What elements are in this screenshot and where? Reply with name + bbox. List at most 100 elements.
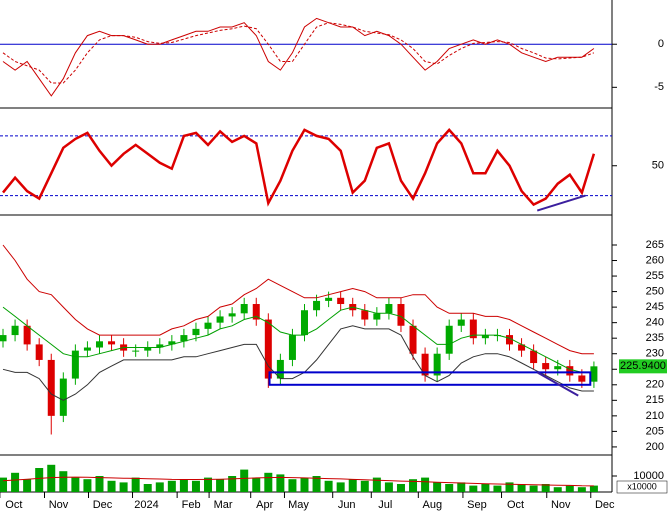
annotation-line bbox=[536, 371, 579, 397]
volume-bar bbox=[288, 479, 297, 492]
volume-bar bbox=[264, 472, 273, 492]
x-tick-label: Aug bbox=[423, 499, 443, 511]
candle-body bbox=[337, 297, 345, 305]
candle-body bbox=[313, 300, 321, 311]
candle-body bbox=[385, 304, 393, 314]
candle-body bbox=[288, 335, 296, 360]
candle-body bbox=[457, 319, 465, 326]
candle-body bbox=[566, 366, 574, 376]
series-line bbox=[2, 17, 595, 97]
volume-bar bbox=[553, 487, 562, 492]
volume-bar bbox=[336, 482, 345, 492]
annotation-rect bbox=[268, 371, 592, 386]
volume-bar bbox=[191, 480, 200, 492]
candle-body bbox=[228, 313, 236, 317]
series-line bbox=[2, 476, 594, 487]
volume-bar bbox=[589, 485, 598, 492]
volume-bar bbox=[445, 484, 454, 492]
y-tick-label: 250 bbox=[646, 285, 664, 297]
x-tick-label: Nov bbox=[551, 499, 571, 511]
volume-bar bbox=[204, 477, 213, 492]
candle-body bbox=[530, 350, 538, 364]
y-tick-label: 50 bbox=[652, 160, 664, 172]
last-price-label: 225.9400 bbox=[620, 360, 666, 372]
volume-bar bbox=[469, 485, 478, 492]
x-tick-label: Feb bbox=[182, 499, 201, 511]
y-tick-label: 230 bbox=[646, 348, 664, 360]
x-tick-label: Mar bbox=[214, 499, 233, 511]
y-tick-label: 10000 bbox=[633, 470, 664, 482]
candle-body bbox=[95, 341, 103, 348]
candle-body bbox=[23, 325, 31, 345]
volume-bar bbox=[83, 479, 92, 492]
candle-body bbox=[300, 310, 308, 336]
x-tick-label: Oct bbox=[5, 499, 22, 511]
candle-body bbox=[144, 347, 152, 351]
unit-box bbox=[616, 480, 668, 494]
candle-body bbox=[542, 363, 550, 370]
candle-body bbox=[397, 304, 405, 326]
candle-body bbox=[264, 319, 272, 379]
x-tick-label: Nov bbox=[49, 499, 69, 511]
series-line bbox=[2, 306, 594, 373]
x-tick-label: Sep bbox=[467, 499, 487, 511]
volume-bar bbox=[348, 479, 357, 492]
candle-body bbox=[590, 366, 598, 382]
candle-body bbox=[0, 335, 7, 342]
candle-body bbox=[240, 304, 248, 314]
volume-bar bbox=[59, 471, 68, 492]
volume-bar bbox=[252, 477, 261, 492]
volume-bar bbox=[457, 482, 466, 492]
volume-bar bbox=[179, 479, 188, 492]
volume-bar bbox=[396, 484, 405, 492]
volume-bar bbox=[131, 477, 140, 492]
y-tick-label: 200 bbox=[646, 441, 664, 453]
volume-bar bbox=[276, 474, 285, 492]
volume-bar bbox=[312, 476, 321, 492]
candle-body bbox=[204, 322, 212, 329]
volume-bar bbox=[47, 464, 56, 492]
candle-body bbox=[180, 335, 188, 342]
x-tick-label: May bbox=[288, 499, 309, 511]
x-tick-label: Dec bbox=[595, 499, 615, 511]
volume-bar bbox=[300, 477, 309, 492]
volume-bar bbox=[155, 482, 164, 492]
y-tick-label: 265 bbox=[646, 239, 664, 251]
candle-body bbox=[325, 297, 333, 301]
candle-body bbox=[35, 344, 43, 360]
series-line bbox=[2, 22, 595, 84]
candle-body bbox=[505, 335, 513, 345]
volume-bar bbox=[517, 484, 526, 492]
volume-bar bbox=[95, 476, 104, 492]
candle-body bbox=[276, 359, 284, 379]
series-line bbox=[2, 325, 594, 401]
y-tick-label: 205 bbox=[646, 425, 664, 437]
volume-bar bbox=[529, 485, 538, 492]
volume-bar bbox=[35, 468, 44, 492]
volume-bar bbox=[360, 480, 369, 492]
volume-bar bbox=[493, 485, 502, 492]
volume-bar bbox=[167, 480, 176, 492]
x-tick-label: 2024 bbox=[134, 499, 158, 511]
candle-body bbox=[481, 335, 489, 339]
volume-bar bbox=[119, 482, 128, 492]
x-tick-label: Apr bbox=[256, 499, 273, 511]
volume-bar bbox=[384, 482, 393, 492]
x-tick-label: Oct bbox=[507, 499, 524, 511]
last-price-box bbox=[619, 359, 667, 374]
candle-body bbox=[108, 341, 116, 345]
candle-body bbox=[11, 325, 19, 336]
volume-bar bbox=[11, 472, 20, 492]
y-tick-label: 215 bbox=[646, 394, 664, 406]
candle-body bbox=[578, 375, 586, 382]
candle-body bbox=[433, 353, 441, 376]
volume-bar bbox=[0, 477, 8, 492]
candle-body bbox=[252, 304, 260, 320]
y-tick-label: 255 bbox=[646, 270, 664, 282]
volume-bar bbox=[372, 477, 381, 492]
volume-bar bbox=[565, 485, 574, 492]
y-tick-label: 220 bbox=[646, 379, 664, 391]
volume-bar bbox=[421, 477, 430, 492]
